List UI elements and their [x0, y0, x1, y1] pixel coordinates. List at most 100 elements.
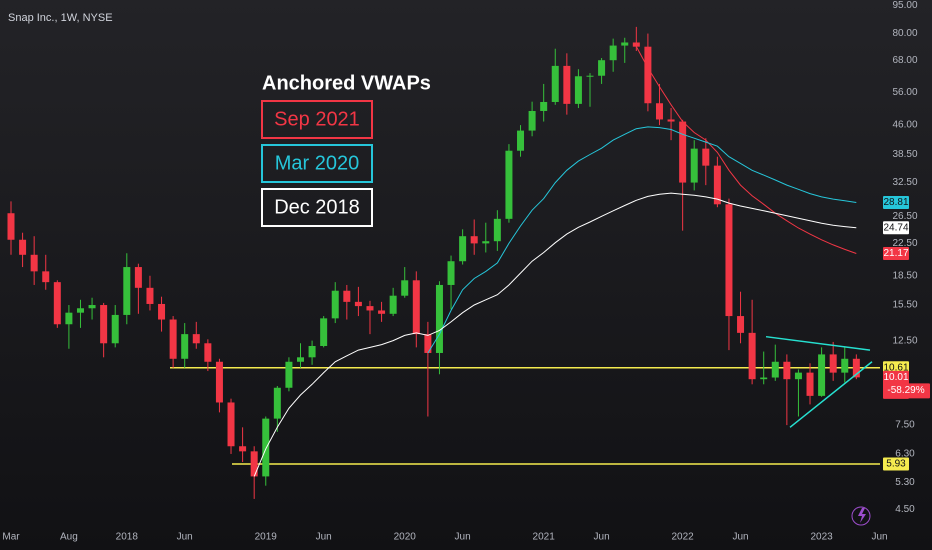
candle-body [88, 305, 96, 309]
candle-body [482, 241, 490, 244]
candle-body [169, 319, 177, 359]
candle-body [806, 372, 814, 396]
candle-body [737, 316, 745, 333]
y-tick-label: 80.00 [892, 28, 917, 39]
vwap-line [427, 126, 857, 354]
trendline [789, 361, 873, 428]
plot-area [7, 26, 880, 499]
y-tick-label: 32.50 [892, 177, 917, 188]
candle-body [19, 239, 27, 255]
candle-body [53, 282, 61, 325]
candle-body [574, 76, 582, 104]
price-tag-label: 5.93 [886, 459, 906, 470]
vwap-line [635, 46, 857, 254]
chart-title: Snap Inc., 1W, NYSE [8, 12, 113, 24]
y-tick-label: 95.00 [892, 0, 917, 11]
candle-body [540, 101, 548, 111]
candle-body [262, 418, 270, 477]
candle-body [748, 332, 756, 380]
candle-body [632, 42, 640, 47]
candle-body [621, 42, 629, 46]
icon-ring [851, 506, 871, 526]
candle-body [760, 377, 768, 380]
candle-body [713, 165, 721, 205]
candle-body [181, 334, 189, 359]
candle-body [146, 287, 154, 304]
y-tick-label: 15.50 [892, 300, 917, 311]
candle-body [343, 290, 351, 302]
candle-body [493, 218, 501, 242]
y-tick-label: 46.00 [892, 120, 917, 131]
trendline [765, 335, 871, 351]
candle-body [401, 280, 409, 296]
x-tick-label: 2023 [810, 532, 833, 543]
candle-body [42, 271, 50, 283]
x-tick-label: Jun [732, 532, 748, 543]
price-tag-label: 24.74 [883, 222, 908, 233]
y-tick-label: 38.50 [892, 149, 917, 160]
candle-body [609, 45, 617, 61]
legend-label: Sep 2021 [274, 108, 360, 130]
y-tick-label: 68.00 [892, 55, 917, 66]
y-tick-label: 26.50 [892, 211, 917, 222]
candle-body [76, 308, 84, 313]
price-tag [883, 246, 909, 260]
price-change-label: -58.29% [887, 385, 924, 396]
price-tag-label: 28.81 [883, 197, 908, 208]
legend-box [261, 100, 373, 139]
price-tag [883, 195, 909, 209]
legend-label: Dec 2018 [274, 196, 360, 218]
candle-body [447, 261, 455, 285]
candle-body [783, 361, 791, 380]
candle-body [470, 236, 478, 244]
candle-body [239, 446, 247, 452]
price-tag [883, 383, 930, 399]
candle-body [655, 103, 663, 120]
candle-body [215, 361, 223, 403]
candle-body [598, 60, 606, 76]
x-tick-label: Jun [594, 532, 610, 543]
x-tick-label: Jun [871, 532, 887, 543]
candle-body [192, 334, 200, 344]
price-tag [883, 457, 909, 471]
candle-body [297, 357, 304, 362]
x-tick-label: 2021 [533, 532, 556, 543]
candle-body [563, 65, 571, 104]
candle-body [100, 305, 108, 344]
vwap-line [253, 192, 857, 477]
candle-body [30, 254, 38, 272]
candle-body [285, 361, 293, 388]
candle-body [308, 345, 316, 358]
candle-body [250, 451, 258, 477]
y-tick-label: 56.00 [892, 87, 917, 98]
price-tag [883, 221, 909, 235]
price-tag-label: 10.01 [883, 372, 908, 383]
price-tag-label: 21.17 [883, 248, 908, 259]
candle-body [841, 358, 849, 373]
candle-body [320, 318, 328, 346]
y-tick-label: 4.50 [895, 504, 915, 515]
y-tick-label: 5.30 [895, 477, 915, 488]
candle-body [424, 334, 432, 353]
legend-label: Mar 2020 [275, 152, 360, 174]
candle-body [794, 372, 802, 380]
lightning-icon [858, 508, 866, 523]
candle-body [586, 75, 594, 77]
candle-body [331, 290, 339, 319]
y-tick-label: 18.50 [892, 270, 917, 281]
candle-body [528, 110, 536, 131]
legend-title: Anchored VWAPs [262, 72, 431, 94]
candle-body [667, 119, 675, 122]
candle-body [65, 312, 73, 325]
candle-body [378, 310, 386, 314]
candle-body [829, 354, 837, 373]
candle-body [354, 301, 362, 307]
legend-box [261, 188, 373, 227]
candle-body [111, 314, 119, 344]
x-tick-label: 2020 [394, 532, 417, 543]
x-tick-label: 2022 [672, 532, 695, 543]
candle-body [551, 65, 559, 102]
candle-body [366, 306, 374, 311]
